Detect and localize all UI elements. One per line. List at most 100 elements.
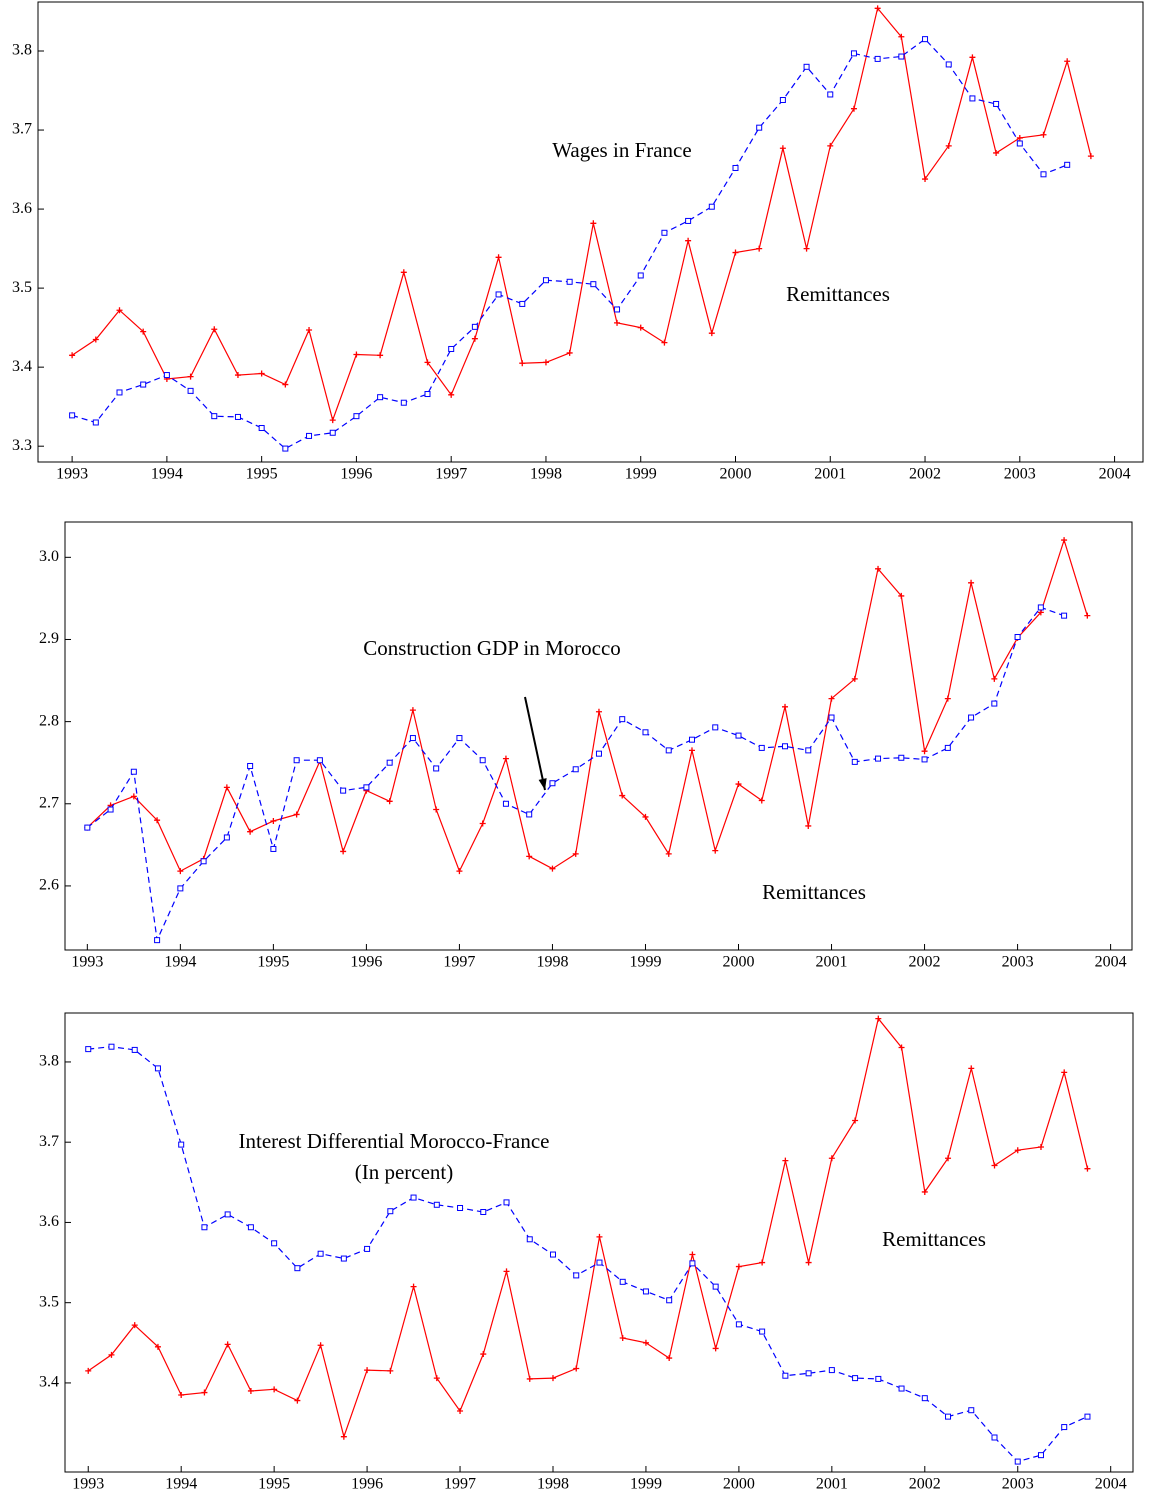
point-marker <box>294 1397 301 1404</box>
point-marker <box>92 336 99 343</box>
point-marker <box>805 747 812 754</box>
point-marker <box>84 824 91 831</box>
point-marker <box>424 391 431 398</box>
point-marker <box>200 858 207 865</box>
point-marker <box>779 145 786 152</box>
point-marker <box>945 142 952 149</box>
point-marker <box>116 389 123 396</box>
point-marker <box>270 845 277 852</box>
point-marker <box>131 1046 138 1053</box>
point-marker <box>661 339 668 346</box>
point-marker <box>526 1236 533 1243</box>
point-marker <box>448 345 455 352</box>
x-tick-label: 2003 <box>1002 1476 1034 1489</box>
point-marker <box>712 847 719 854</box>
point-marker <box>457 1204 464 1211</box>
point-marker <box>502 800 509 807</box>
point-marker <box>827 142 834 149</box>
y-tick-label: 2.9 <box>39 630 59 647</box>
point-marker <box>596 1259 603 1266</box>
point-marker <box>1037 1452 1044 1459</box>
x-tick-label: 1997 <box>435 466 467 483</box>
point-marker <box>108 1351 115 1358</box>
series-label: Remittances <box>882 1227 986 1251</box>
y-tick-label: 2.6 <box>39 877 59 894</box>
point-marker <box>177 885 184 892</box>
point-marker <box>85 1367 92 1374</box>
point-marker <box>945 1413 952 1420</box>
point-marker <box>566 278 573 285</box>
point-marker <box>666 1297 673 1304</box>
point-marker <box>247 762 254 769</box>
x-tick-label: 2003 <box>1004 466 1036 483</box>
point-marker <box>756 245 763 252</box>
point-marker <box>130 768 137 775</box>
point-marker <box>874 55 881 62</box>
y-tick-label: 3.7 <box>12 121 32 138</box>
point-marker <box>271 1386 278 1393</box>
point-marker <box>329 429 336 436</box>
point-marker <box>991 675 998 682</box>
point-marker <box>566 349 573 356</box>
point-marker <box>542 277 549 284</box>
point-marker <box>1061 1424 1068 1431</box>
point-marker <box>642 1288 649 1295</box>
series-label: Interest Differential Morocco-France <box>239 1129 550 1153</box>
point-marker <box>852 1375 859 1382</box>
point-marker <box>433 1375 440 1382</box>
point-marker <box>688 736 695 743</box>
point-marker <box>549 865 556 872</box>
point-marker <box>177 868 184 875</box>
point-marker <box>968 714 975 721</box>
point-marker <box>187 387 194 394</box>
point-marker <box>782 743 789 750</box>
point-marker <box>642 729 649 736</box>
point-marker <box>163 372 170 379</box>
x-tick-label: 1994 <box>165 1476 197 1489</box>
point-marker <box>735 781 742 788</box>
point-marker <box>596 1233 603 1240</box>
series-line <box>71 38 1068 450</box>
x-tick-label: 1996 <box>350 954 382 971</box>
plot-frame <box>64 1012 1134 1473</box>
point-marker <box>457 1408 464 1415</box>
arrow-shaft <box>524 696 546 791</box>
point-marker <box>178 1391 185 1398</box>
point-marker <box>108 1043 115 1050</box>
y-tick-label: 3.8 <box>12 42 32 59</box>
y-tick-label: 3.4 <box>12 358 32 375</box>
point-marker <box>503 1199 510 1206</box>
point-marker <box>732 249 739 256</box>
point-marker <box>993 149 1000 156</box>
point-marker <box>619 1278 626 1285</box>
point-marker <box>969 54 976 61</box>
point-marker <box>688 747 695 754</box>
point-marker <box>1037 1144 1044 1151</box>
point-marker <box>1040 171 1047 178</box>
point-marker <box>573 1272 580 1279</box>
point-marker <box>969 95 976 102</box>
point-marker <box>828 714 835 721</box>
series-line <box>86 538 1088 873</box>
point-marker <box>944 695 951 702</box>
point-marker <box>898 754 905 761</box>
point-marker <box>1061 1069 1068 1076</box>
point-marker <box>922 176 929 183</box>
point-marker <box>69 352 76 359</box>
point-marker <box>85 1046 92 1053</box>
y-tick-label: 2.8 <box>39 712 59 729</box>
point-marker <box>306 327 313 334</box>
point-marker <box>271 1240 278 1247</box>
point-marker <box>732 164 739 171</box>
point-marker <box>424 359 431 366</box>
point-marker <box>850 105 857 112</box>
x-tick-label: 1999 <box>630 1476 662 1489</box>
point-marker <box>875 1375 882 1382</box>
point-marker <box>759 1259 766 1266</box>
series-line <box>71 6 1092 423</box>
x-tick-label: 2003 <box>1002 954 1034 971</box>
point-marker <box>400 399 407 406</box>
point-marker <box>712 1345 719 1352</box>
y-tick-label: 3.0 <box>39 548 59 565</box>
point-marker <box>154 1065 161 1072</box>
